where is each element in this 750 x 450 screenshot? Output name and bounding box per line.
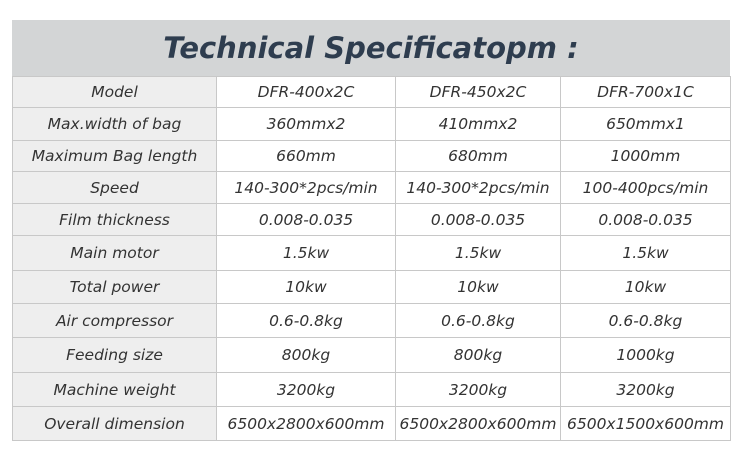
cell: 0.6-0.8kg <box>216 303 396 338</box>
cell: 10kw <box>216 270 396 304</box>
cell: 3200kg <box>216 372 396 407</box>
row-label: Max.width of bag <box>12 107 217 141</box>
cell: 800kg <box>216 337 396 373</box>
row-label: Total power <box>12 270 217 304</box>
cell: 3200kg <box>560 372 731 407</box>
cell: DFR-400x2C <box>216 76 396 108</box>
table-row: Max.width of bag 360mmx2 410mmx2 650mmx1 <box>12 107 731 141</box>
cell: 360mmx2 <box>216 107 396 141</box>
cell: 1000kg <box>560 337 731 373</box>
table-row: Main motor 1.5kw 1.5kw 1.5kw <box>12 235 731 271</box>
cell: 1.5kw <box>395 235 561 271</box>
cell: 0.6-0.8kg <box>560 303 731 338</box>
table-row: Model DFR-400x2C DFR-450x2C DFR-700x1C <box>12 76 731 108</box>
cell: 0.008-0.035 <box>395 203 561 236</box>
table-row: Air compressor 0.6-0.8kg 0.6-0.8kg 0.6-0.8k… <box>12 303 731 338</box>
spec-table: Model DFR-400x2C DFR-450x2C DFR-700x1C Max.w… <box>12 76 731 441</box>
cell: 1000mm <box>560 140 731 172</box>
cell: 100-400pcs/min <box>560 171 731 204</box>
cell: 3200kg <box>395 372 561 407</box>
cell: 140-300*2pcs/min <box>395 171 561 204</box>
cell: DFR-450x2C <box>395 76 561 108</box>
cell: 6500x2800x600mm <box>216 406 396 441</box>
cell: DFR-700x1C <box>560 76 731 108</box>
cell: 650mmx1 <box>560 107 731 141</box>
cell: 1.5kw <box>560 235 731 271</box>
cell: 140-300*2pcs/min <box>216 171 396 204</box>
row-label: Machine weight <box>12 372 217 407</box>
row-label: Maximum Bag length <box>12 140 217 172</box>
cell: 10kw <box>395 270 561 304</box>
cell: 1.5kw <box>216 235 396 271</box>
table-row: Feeding size 800kg 800kg 1000kg <box>12 337 731 373</box>
row-label: Main motor <box>12 235 217 271</box>
row-label: Feeding size <box>12 337 217 373</box>
title: Technical Specificatopm : <box>12 20 730 76</box>
table-row: Speed 140-300*2pcs/min 140-300*2pcs/min 100… <box>12 171 731 204</box>
cell: 6500x2800x600mm <box>395 406 561 441</box>
table-row: Maximum Bag length 660mm 680mm 1000mm <box>12 140 731 172</box>
row-label: Speed <box>12 171 217 204</box>
cell: 10kw <box>560 270 731 304</box>
cell: 0.008-0.035 <box>560 203 731 236</box>
row-label: Model <box>12 76 217 108</box>
table-row: Film thickness 0.008-0.035 0.008-0.035 0.00… <box>12 203 731 236</box>
row-label: Overall dimension <box>12 406 217 441</box>
cell: 680mm <box>395 140 561 172</box>
row-label: Film thickness <box>12 203 217 236</box>
table-row: Total power 10kw 10kw 10kw <box>12 270 731 304</box>
cell: 800kg <box>395 337 561 373</box>
cell: 0.008-0.035 <box>216 203 396 236</box>
cell: 660mm <box>216 140 396 172</box>
row-label: Air compressor <box>12 303 217 338</box>
table-row: Machine weight 3200kg 3200kg 3200kg <box>12 372 731 407</box>
table-row: Overall dimension 6500x2800x600mm 6500x280… <box>12 406 731 441</box>
cell: 0.6-0.8kg <box>395 303 561 338</box>
cell: 6500x1500x600mm <box>560 406 731 441</box>
cell: 410mmx2 <box>395 107 561 141</box>
